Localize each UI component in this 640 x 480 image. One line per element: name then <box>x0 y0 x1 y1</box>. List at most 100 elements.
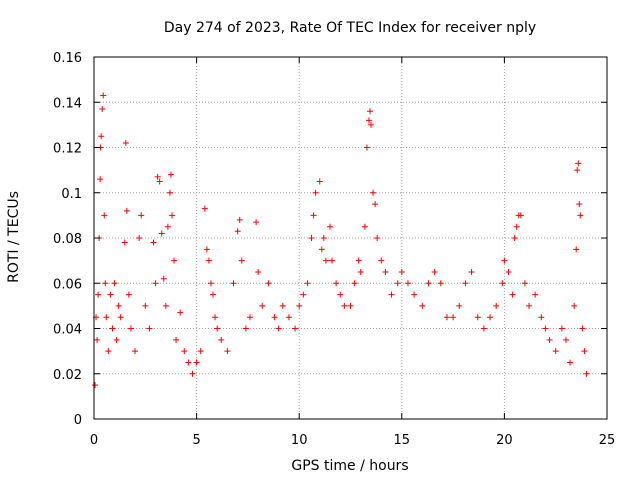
data-point <box>160 275 167 282</box>
data-point <box>125 291 132 298</box>
data-point <box>394 280 401 287</box>
data-point <box>372 201 379 208</box>
data-point <box>121 239 128 246</box>
data-point <box>337 291 344 298</box>
data-point <box>210 291 217 298</box>
data-point <box>308 235 315 241</box>
data-point <box>542 325 549 332</box>
y-tick-label: 0.12 <box>53 142 82 157</box>
data-point <box>577 212 584 219</box>
y-tick-label: 0.04 <box>53 323 82 338</box>
data-point <box>581 348 588 355</box>
data-point <box>501 257 508 264</box>
data-point <box>567 359 574 366</box>
data-point <box>355 257 362 264</box>
data-point <box>212 314 219 321</box>
data-point <box>562 336 569 343</box>
data-point <box>185 359 192 366</box>
y-tick-label: 0.02 <box>53 368 82 383</box>
data-point <box>388 291 395 298</box>
data-point <box>117 314 124 321</box>
data-point <box>156 178 163 185</box>
data-point <box>480 325 487 332</box>
data-point <box>499 280 506 287</box>
data-point <box>167 171 174 178</box>
y-tick-label: 0.16 <box>53 51 82 66</box>
y-axis-ticks: 0 0.02 0.04 0.06 0.08 0.1 0.12 0.14 0.16 <box>53 51 607 428</box>
data-point <box>94 336 101 343</box>
data-point <box>333 280 340 287</box>
data-point <box>234 228 241 235</box>
y-tick-label: 0.14 <box>53 96 82 111</box>
data-point <box>462 280 469 287</box>
data-point <box>341 302 348 309</box>
data-point <box>318 246 325 253</box>
data-point <box>259 302 266 309</box>
data-point <box>351 280 358 287</box>
data-point <box>113 336 120 343</box>
data-point <box>574 167 581 174</box>
x-tick-label: 5 <box>192 433 200 448</box>
data-point <box>105 348 112 355</box>
data-point <box>171 257 178 264</box>
x-axis-label: GPS time / hours <box>291 458 408 474</box>
data-point <box>214 325 221 332</box>
data-point <box>203 246 210 253</box>
data-point <box>242 325 249 332</box>
data-point <box>181 348 188 355</box>
data-point <box>575 160 582 167</box>
data-point <box>425 280 432 287</box>
data-point <box>279 302 286 309</box>
data-point <box>450 314 457 321</box>
data-point <box>363 144 370 151</box>
data-point <box>474 314 481 321</box>
data-point <box>365 117 372 124</box>
data-point <box>253 219 260 226</box>
data-point <box>162 302 169 309</box>
y-axis-label: ROTI / TECUs <box>6 191 22 283</box>
data-point <box>366 108 373 115</box>
data-points <box>92 92 590 389</box>
y-tick-label: 0 <box>74 413 82 428</box>
data-point <box>571 302 578 309</box>
data-point <box>505 268 512 275</box>
data-point <box>292 325 299 332</box>
data-point <box>517 212 524 219</box>
data-point <box>431 268 438 275</box>
data-point <box>456 302 463 309</box>
data-point <box>374 235 381 241</box>
data-point <box>552 348 559 355</box>
data-point <box>579 325 586 332</box>
data-point <box>320 235 327 241</box>
data-point <box>146 325 153 332</box>
data-point <box>404 280 411 287</box>
chart-title: Day 274 of 2023, Rate Of TEC Index for r… <box>164 20 536 36</box>
data-point <box>123 207 130 214</box>
data-point <box>99 106 106 113</box>
data-point <box>238 257 245 264</box>
data-point <box>177 309 184 316</box>
data-point <box>368 121 375 128</box>
data-point <box>138 212 145 219</box>
data-point <box>304 280 311 287</box>
data-point <box>398 268 405 275</box>
data-point <box>275 325 282 332</box>
data-point <box>271 314 278 321</box>
data-point <box>493 302 500 309</box>
data-point <box>411 291 418 298</box>
y-tick-label: 0.06 <box>53 277 82 292</box>
x-tick-label: 25 <box>599 433 616 448</box>
data-point <box>158 230 165 237</box>
data-point <box>109 325 116 332</box>
data-point <box>92 382 99 389</box>
data-point <box>546 336 553 343</box>
data-point <box>111 280 118 287</box>
data-point <box>265 280 272 287</box>
data-point <box>285 314 292 321</box>
data-point <box>329 257 336 264</box>
data-point <box>95 291 102 298</box>
data-point <box>573 246 580 253</box>
data-point <box>115 302 122 309</box>
data-point <box>378 257 385 264</box>
data-point <box>207 280 214 287</box>
